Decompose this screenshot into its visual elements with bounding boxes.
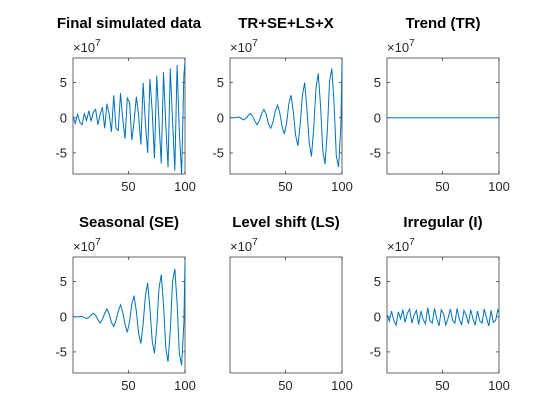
series-line xyxy=(230,61,343,168)
x-tick-label: 100 xyxy=(488,179,510,194)
y-tick-label: 0 xyxy=(217,110,224,125)
y-tick-label: 5 xyxy=(60,75,67,90)
x-tick-label: 100 xyxy=(331,179,353,194)
y-tick-label: 5 xyxy=(60,274,67,289)
x-tick-label: 50 xyxy=(278,378,292,393)
axes-box xyxy=(229,256,343,374)
series-line xyxy=(73,261,186,366)
x-tick-label: 100 xyxy=(331,378,353,393)
series-line xyxy=(386,307,500,328)
x-tick-label: 50 xyxy=(435,179,449,194)
y-tick-label: -5 xyxy=(212,145,224,160)
y-tick-label: 0 xyxy=(374,110,381,125)
x-tick-label: 50 xyxy=(435,378,449,393)
y-exponent-power: 7 xyxy=(409,237,415,248)
axes-box xyxy=(386,256,500,374)
x-tick-label: 50 xyxy=(278,179,292,194)
y-exponent-base: ×10 xyxy=(73,40,95,55)
y-tick-label: 0 xyxy=(60,309,67,324)
axes-box xyxy=(72,57,186,175)
y-exponent-base: ×10 xyxy=(387,40,409,55)
y-exponent-power: 7 xyxy=(95,237,101,248)
y-tick-label: 0 xyxy=(60,110,67,125)
y-exponent-label: ×107 xyxy=(387,237,415,254)
y-exponent-label: ×107 xyxy=(73,38,101,55)
y-exponent-label: ×107 xyxy=(387,38,415,55)
panel-title: Trend (TR) xyxy=(406,15,481,32)
y-exponent-base: ×10 xyxy=(73,239,95,254)
panel-title: Irregular (I) xyxy=(403,214,482,231)
y-exponent-label: ×107 xyxy=(230,237,258,254)
panel-title: Seasonal (SE) xyxy=(79,214,179,231)
y-tick-label: 5 xyxy=(374,274,381,289)
y-tick-label: 5 xyxy=(374,75,381,90)
y-exponent-base: ×10 xyxy=(230,239,252,254)
y-exponent-label: ×107 xyxy=(73,237,101,254)
y-exponent-power: 7 xyxy=(252,237,258,248)
y-tick-label: -5 xyxy=(55,145,67,160)
panel-title: Level shift (LS) xyxy=(232,214,340,231)
y-exponent-base: ×10 xyxy=(230,40,252,55)
y-exponent-power: 7 xyxy=(95,38,101,49)
x-tick-label: 100 xyxy=(174,179,196,194)
x-tick-label: 100 xyxy=(488,378,510,393)
x-tick-label: 100 xyxy=(174,378,196,393)
panel-title: TR+SE+LS+X xyxy=(238,15,333,32)
y-exponent-power: 7 xyxy=(409,38,415,49)
y-tick-label: 5 xyxy=(217,75,224,90)
y-exponent-label: ×107 xyxy=(230,38,258,55)
y-tick-label: -5 xyxy=(369,145,381,160)
axes-box xyxy=(386,57,500,175)
x-tick-label: 50 xyxy=(121,179,135,194)
y-tick-label: -5 xyxy=(55,344,67,359)
y-exponent-base: ×10 xyxy=(387,239,409,254)
y-tick-label: -5 xyxy=(369,344,381,359)
y-tick-label: 0 xyxy=(374,309,381,324)
x-tick-label: 50 xyxy=(121,378,135,393)
subplot-5: Level shift (LS) ×107 50 100 xyxy=(229,214,353,393)
y-exponent-power: 7 xyxy=(252,38,258,49)
panel-title: Final simulated data xyxy=(57,15,202,32)
series-line xyxy=(72,61,186,175)
